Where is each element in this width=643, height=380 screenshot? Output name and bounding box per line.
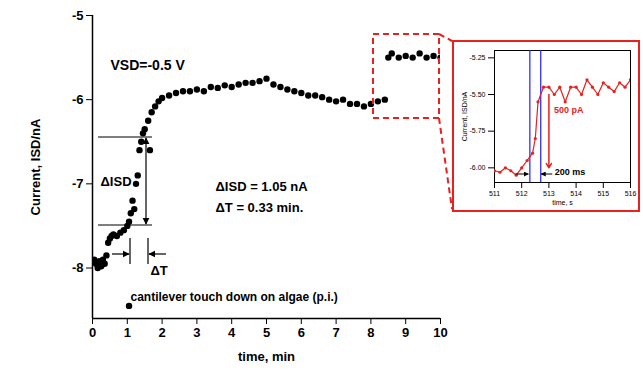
svg-text:516: 516	[625, 190, 637, 197]
svg-text:3: 3	[193, 325, 200, 340]
svg-text:9: 9	[402, 325, 409, 340]
svg-text:Current, ISD/nA: Current, ISD/nA	[461, 91, 468, 141]
svg-text:VSD=-0.5 V: VSD=-0.5 V	[111, 57, 186, 73]
svg-text:6: 6	[298, 325, 305, 340]
svg-text:10: 10	[433, 325, 447, 340]
svg-text:511: 511	[489, 190, 500, 197]
svg-text:-5.25: -5.25	[470, 54, 486, 61]
svg-text:-8: -8	[72, 260, 84, 275]
svg-text:-5: -5	[72, 8, 84, 23]
svg-text:200 ms: 200 ms	[555, 167, 586, 177]
svg-text:time, s: time, s	[552, 199, 573, 206]
svg-text:512: 512	[516, 190, 528, 197]
svg-text:514: 514	[570, 190, 582, 197]
svg-text:-5.75: -5.75	[470, 127, 486, 134]
svg-text:2: 2	[158, 325, 165, 340]
svg-text:-7: -7	[72, 176, 84, 191]
svg-text:Current, ISD/nA: Current, ISD/nA	[28, 118, 43, 215]
svg-text:ΔISD: ΔISD	[101, 174, 132, 189]
svg-text:500 pA: 500 pA	[554, 105, 584, 115]
svg-text:ΔT = 0.33 min.: ΔT = 0.33 min.	[216, 200, 304, 215]
svg-text:cantilever touch down on algae: cantilever touch down on algae (p.i.)	[131, 290, 338, 304]
svg-text:7: 7	[332, 325, 339, 340]
svg-text:time, min: time, min	[238, 349, 295, 364]
svg-text:515: 515	[597, 190, 609, 197]
svg-text:-6: -6	[72, 92, 84, 107]
svg-text:1: 1	[124, 325, 131, 340]
svg-text:5: 5	[263, 325, 270, 340]
svg-text:0: 0	[89, 325, 96, 340]
svg-text:-5.50: -5.50	[470, 91, 486, 98]
svg-text:513: 513	[543, 190, 555, 197]
svg-text:ΔT: ΔT	[151, 263, 168, 278]
svg-text:-6.00: -6.00	[470, 164, 486, 171]
svg-text:4: 4	[228, 325, 236, 340]
svg-text:8: 8	[367, 325, 374, 340]
svg-text:ΔISD = 1.05 nA: ΔISD = 1.05 nA	[216, 179, 309, 194]
